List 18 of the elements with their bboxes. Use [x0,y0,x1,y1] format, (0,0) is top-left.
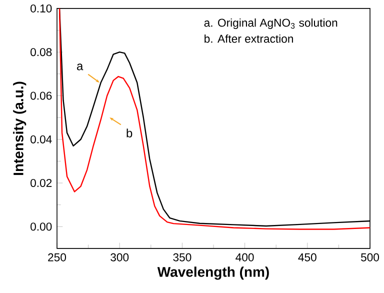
x-tick-label: 250 [48,253,66,262]
annotation: a [77,63,84,70]
y-tick-label: 0.02 [30,178,52,187]
y-tick-label: 0.10 [30,4,52,12]
annotation: b. After extraction [204,34,293,43]
x-tick-label: 500 [361,253,380,262]
x-tick-label: 450 [298,253,316,262]
y-tick-label: 0.04 [30,135,52,144]
x-tick-label: 300 [110,253,129,262]
y-tick-label: 0.06 [30,92,52,100]
y-axis-title: Intensity (a.u.) [13,82,26,175]
x-axis-title: Wavelength (nm) [157,266,269,280]
x-tick-label: 400 [236,253,254,262]
annotation: b [126,128,132,138]
y-tick-label: 0.08 [30,48,52,56]
y-tick-label: 0.00 [30,222,52,230]
x-tick-label: 350 [173,253,192,262]
annotation: a. Original AgNO$_{3}$ solution [204,18,338,29]
